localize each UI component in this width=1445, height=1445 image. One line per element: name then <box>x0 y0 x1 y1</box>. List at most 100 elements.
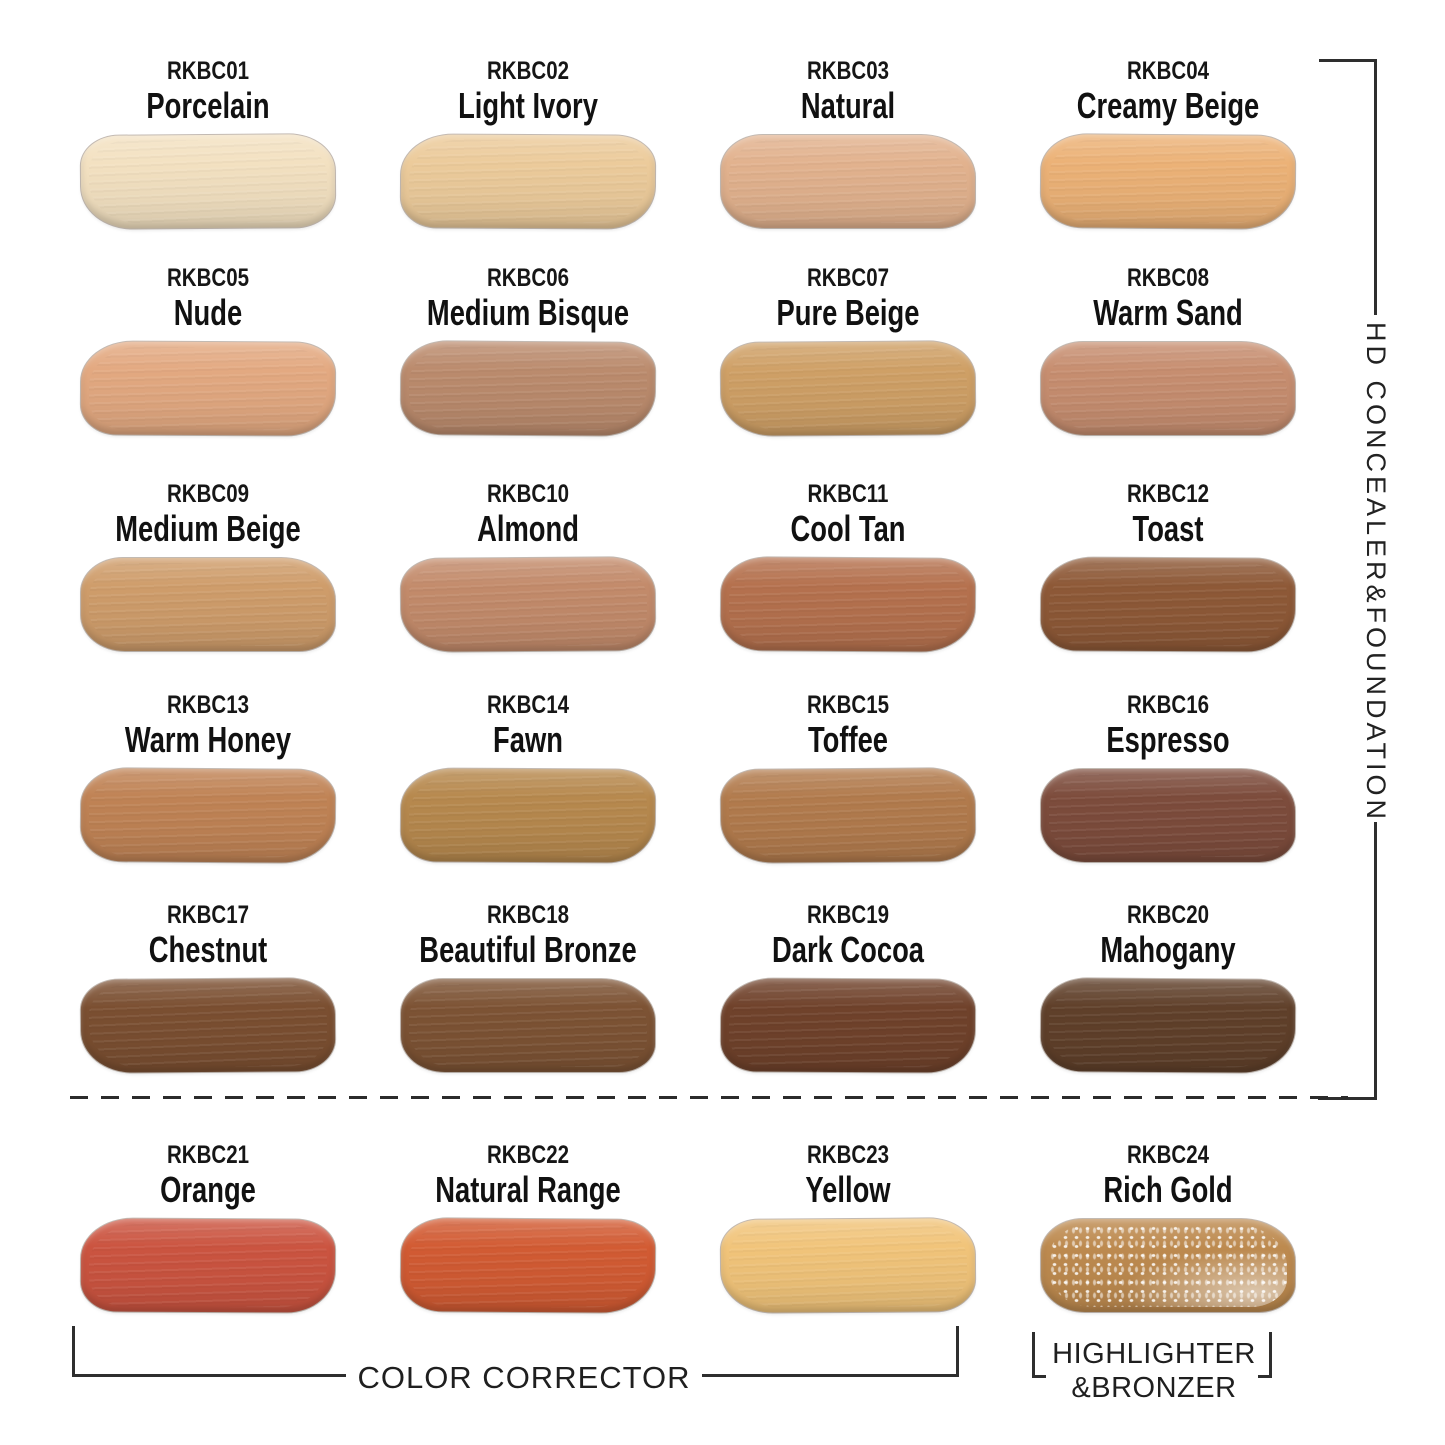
shade-code: RKBC03 <box>806 57 890 85</box>
shade-swatch <box>721 135 975 228</box>
shade-name: Natural <box>800 85 896 126</box>
shade-cell-rkbc09: RKBC09 Medium Beige <box>48 479 368 651</box>
shade-code: RKBC18 <box>486 901 570 929</box>
shade-cell-rkbc07: RKBC07 Pure Beige <box>688 263 1008 436</box>
shade-row-1: RKBC01 Porcelain RKBC02 Light Ivory RKBC… <box>48 56 1328 229</box>
shade-name: Medium Bisque <box>426 292 630 333</box>
shade-cell-rkbc20: RKBC20 Mahogany <box>1008 900 1328 1073</box>
shade-code: RKBC15 <box>806 691 890 719</box>
shade-swatch <box>400 1218 656 1313</box>
shade-swatch <box>1041 769 1295 862</box>
shade-swatch <box>400 557 656 652</box>
shade-code: RKBC16 <box>1126 691 1210 719</box>
shade-cell-rkbc14: RKBC14 Fawn <box>368 690 688 863</box>
shade-cell-rkbc15: RKBC15 Toffee <box>688 690 1008 863</box>
shade-swatch <box>80 341 336 436</box>
shade-name: Espresso <box>1106 719 1230 760</box>
shade-swatch <box>1041 342 1295 435</box>
shade-name: Rich Gold <box>1103 1169 1233 1210</box>
shade-name: Light Ivory <box>458 85 598 126</box>
shade-name: Nude <box>173 292 243 333</box>
shade-cell-rkbc22: RKBC22 Natural Range <box>368 1140 688 1313</box>
side-label-hd-concealer-foundation: HD CONCEALER&FOUNDATION <box>1361 322 1391 824</box>
shade-name: Chestnut <box>148 929 268 970</box>
shade-name: Toast <box>1132 508 1204 549</box>
shade-name: Warm Sand <box>1093 292 1243 333</box>
shade-name: Medium Beige <box>115 508 301 549</box>
shade-swatch <box>400 341 656 436</box>
highlighter-bracket-right <box>1258 1332 1272 1378</box>
shade-swatch <box>1040 557 1296 652</box>
shade-cell-rkbc24: RKBC24 Rich Gold <box>1008 1140 1328 1312</box>
shade-name: Fawn <box>493 719 563 760</box>
shade-cell-rkbc03: RKBC03 Natural <box>688 56 1008 228</box>
shade-cell-rkbc19: RKBC19 Dark Cocoa <box>688 900 1008 1073</box>
shade-name: Dark Cocoa <box>771 929 925 970</box>
shade-cell-rkbc04: RKBC04 Creamy Beige <box>1008 56 1328 229</box>
shade-cell-rkbc17: RKBC17 Chestnut <box>48 900 368 1073</box>
shade-row-6: RKBC21 Orange RKBC22 Natural Range RKBC2… <box>48 1140 1328 1313</box>
shade-code: RKBC20 <box>1126 901 1210 929</box>
shade-name: Natural Range <box>435 1169 621 1210</box>
shade-code: RKBC17 <box>166 901 250 929</box>
shade-code: RKBC19 <box>806 901 890 929</box>
shade-name: Creamy Beige <box>1076 85 1260 126</box>
shade-swatch <box>720 341 976 436</box>
shade-code: RKBC07 <box>806 264 890 292</box>
shade-cell-rkbc18: RKBC18 Beautiful Bronze <box>368 900 688 1072</box>
color-corrector-bracket-left <box>72 1326 346 1377</box>
shade-code: RKBC22 <box>486 1141 570 1169</box>
shade-cell-rkbc08: RKBC08 Warm Sand <box>1008 263 1328 435</box>
shade-swatch <box>720 557 976 652</box>
shade-cell-rkbc21: RKBC21 Orange <box>48 1140 368 1313</box>
shade-code: RKBC05 <box>166 264 250 292</box>
shade-cell-rkbc10: RKBC10 Almond <box>368 479 688 652</box>
right-bracket-top-segment <box>1319 59 1377 315</box>
group-label-color-corrector: COLOR CORRECTOR <box>357 1360 691 1395</box>
group-label-highlighter-bronzer: HIGHLIGHTER &BRONZER <box>1040 1337 1268 1405</box>
shade-row-5: RKBC17 Chestnut RKBC18 Beautiful Bronze … <box>48 900 1328 1073</box>
shade-row-4: RKBC13 Warm Honey RKBC14 Fawn RKBC15 Tof… <box>48 690 1328 863</box>
shade-row-3: RKBC09 Medium Beige RKBC10 Almond RKBC11… <box>48 479 1328 652</box>
shade-cell-rkbc01: RKBC01 Porcelain <box>48 56 368 229</box>
shade-cell-rkbc02: RKBC02 Light Ivory <box>368 56 688 229</box>
shade-cell-rkbc16: RKBC16 Espresso <box>1008 690 1328 862</box>
shade-cell-rkbc11: RKBC11 Cool Tan <box>688 479 1008 652</box>
shade-swatch <box>400 768 656 863</box>
highlighter-label-line1: HIGHLIGHTER <box>1052 1338 1256 1370</box>
shade-cell-rkbc05: RKBC05 Nude <box>48 263 368 436</box>
shade-name: Yellow <box>805 1169 891 1210</box>
shade-code: RKBC12 <box>1126 480 1210 508</box>
shade-cell-rkbc13: RKBC13 Warm Honey <box>48 690 368 863</box>
shade-swatch <box>720 978 976 1073</box>
shade-code: RKBC23 <box>806 1141 890 1169</box>
shade-code: RKBC01 <box>166 57 250 85</box>
shade-cell-rkbc23: RKBC23 Yellow <box>688 1140 1008 1313</box>
shade-code: RKBC24 <box>1126 1141 1210 1169</box>
shade-swatch <box>80 134 336 229</box>
shade-swatch <box>1040 978 1296 1073</box>
shade-code: RKBC10 <box>486 480 570 508</box>
highlighter-bracket-left <box>1032 1332 1046 1378</box>
right-bracket-bottom-segment <box>1318 822 1377 1100</box>
shade-name: Orange <box>160 1169 256 1210</box>
shade-code: RKBC14 <box>486 691 570 719</box>
shade-name: Porcelain <box>146 85 270 126</box>
shade-swatch <box>1041 1219 1295 1312</box>
shade-name: Mahogany <box>1100 929 1236 970</box>
highlighter-label-line2: &BRONZER <box>1071 1372 1237 1404</box>
shade-swatch <box>1040 134 1296 229</box>
dashed-divider <box>70 1096 1348 1099</box>
shade-swatch <box>81 558 335 651</box>
shade-name: Pure Beige <box>776 292 920 333</box>
shade-name: Beautiful Bronze <box>419 929 637 970</box>
shade-name: Toffee <box>807 719 889 760</box>
shade-swatch <box>720 768 976 863</box>
color-corrector-bracket-right <box>702 1326 959 1377</box>
shade-code: RKBC13 <box>166 691 250 719</box>
shade-cell-rkbc12: RKBC12 Toast <box>1008 479 1328 652</box>
shade-swatch <box>80 768 336 863</box>
shade-code: RKBC02 <box>486 57 570 85</box>
shade-name: Almond <box>477 508 579 549</box>
